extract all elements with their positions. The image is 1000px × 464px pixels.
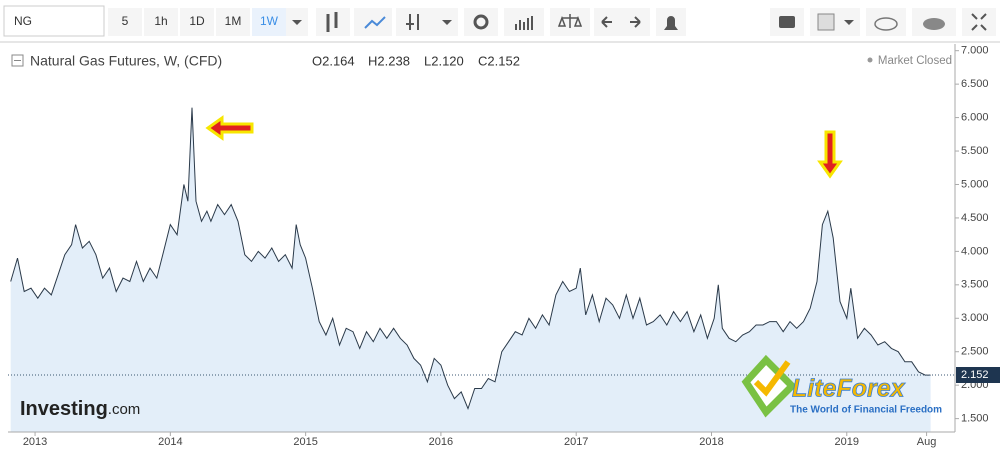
y-tick-label: 7.000 xyxy=(961,45,989,57)
x-tick-label: 2019 xyxy=(835,436,859,448)
x-tick-label: 2016 xyxy=(429,436,453,448)
x-tick-label: Aug xyxy=(917,436,937,448)
y-tick-label: 2.500 xyxy=(961,346,989,358)
y-tick-label: 5.000 xyxy=(961,178,989,190)
interval-label: 1D xyxy=(189,14,205,28)
low-value: L2.120 xyxy=(424,53,464,68)
cloud-icon xyxy=(874,17,898,31)
settings-icon xyxy=(473,14,489,30)
annotation-arrow xyxy=(817,130,843,179)
y-tick-label: 3.500 xyxy=(961,279,989,291)
annotation-arrow xyxy=(205,115,254,141)
interval-label: 1M xyxy=(225,14,242,28)
line-icon xyxy=(364,16,386,29)
x-tick-label: 2013 xyxy=(23,436,47,448)
last-price-label: 2.152 xyxy=(961,369,989,381)
watermark: Investing.com xyxy=(20,398,140,420)
y-tick-label: 6.000 xyxy=(961,111,989,123)
brand-name: LiteForex xyxy=(792,375,906,403)
indicator-icon xyxy=(406,14,419,30)
price-area xyxy=(10,107,931,432)
interval-group: 5 1h 1D 1M 1W xyxy=(108,8,286,36)
toolbar: NG 5 1h 1D 1M 1W xyxy=(3,5,996,37)
undo-redo-icon xyxy=(601,16,641,28)
candle-icon xyxy=(326,12,338,32)
candle-button[interactable] xyxy=(316,8,350,36)
interval-button[interactable] xyxy=(252,8,286,36)
x-tick-label: 2014 xyxy=(158,436,182,448)
interval-label: 1h xyxy=(154,14,167,28)
watermark-text: Investing xyxy=(20,398,108,420)
close-value: C2.152 xyxy=(478,53,520,68)
fullscreen-icon xyxy=(971,13,987,31)
compare-icon xyxy=(557,14,583,28)
save-button[interactable] xyxy=(866,8,906,36)
price-line xyxy=(10,107,931,411)
symbol-box[interactable] xyxy=(3,5,105,37)
studies-icon xyxy=(515,16,533,30)
status-dot xyxy=(867,57,873,63)
y-tick-label: 6.500 xyxy=(961,78,989,90)
plot-area: 1.5002.0002.5003.0003.5004.0004.5005.000… xyxy=(8,44,1000,448)
y-tick-label: 3.000 xyxy=(961,312,989,324)
camera-icon xyxy=(779,16,795,28)
brand-tagline: The World of Financial Freedom xyxy=(790,405,942,416)
dropdown-icon xyxy=(292,20,302,25)
y-tick-label: 4.500 xyxy=(961,212,989,224)
interval-button[interactable] xyxy=(144,8,178,36)
interval-button[interactable] xyxy=(180,8,214,36)
brand-logo xyxy=(753,360,791,397)
high-value: H2.238 xyxy=(368,53,410,68)
dropdown-icon xyxy=(844,20,854,25)
layout-icon xyxy=(817,13,835,31)
y-tick-label: 5.500 xyxy=(961,145,989,157)
x-tick-label: 2015 xyxy=(293,436,317,448)
interval-button[interactable] xyxy=(216,8,250,36)
x-tick-label: 2018 xyxy=(699,436,723,448)
watermark-suffix: .com xyxy=(108,401,141,418)
instrument-title: Natural Gas Futures, W, (CFD) xyxy=(30,53,222,69)
interval-label: 5 xyxy=(122,14,129,28)
fullscreen-button[interactable] xyxy=(962,8,996,36)
settings-button[interactable] xyxy=(464,8,498,36)
interval-button[interactable] xyxy=(108,8,142,36)
y-tick-label: 1.500 xyxy=(961,413,989,425)
alert-icon xyxy=(664,16,678,30)
y-tick-label: 4.000 xyxy=(961,245,989,257)
last-price-badge xyxy=(956,367,1000,384)
x-tick-label: 2017 xyxy=(564,436,588,448)
symbol: NG xyxy=(14,14,32,28)
dropdown-icon xyxy=(442,20,452,25)
interval-label: 1W xyxy=(260,14,279,28)
open-value: O2.164 xyxy=(312,53,355,68)
market-status: Market Closed xyxy=(878,55,952,67)
cloud-icon xyxy=(923,18,945,30)
